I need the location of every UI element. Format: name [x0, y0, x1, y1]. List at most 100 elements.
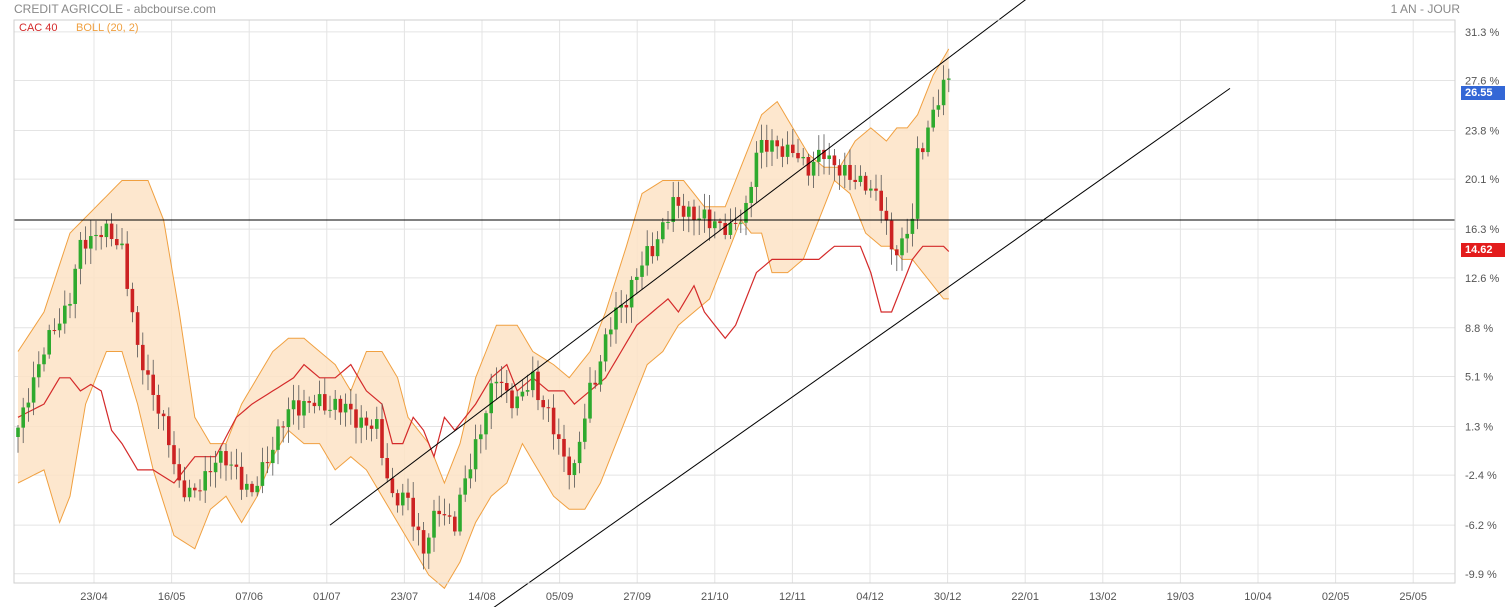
- candle-body: [671, 197, 675, 222]
- candle-body: [765, 139, 769, 152]
- candle-body: [931, 109, 935, 128]
- candle-body: [442, 514, 447, 516]
- candle-body: [68, 303, 72, 306]
- x-tick-label: 12/11: [779, 591, 806, 603]
- candle-body: [770, 140, 774, 152]
- candle-body: [811, 161, 816, 176]
- candle-body: [354, 409, 358, 428]
- candle-body: [775, 140, 779, 147]
- y-tick-label: 16.3 %: [1465, 224, 1499, 236]
- candle-body: [692, 206, 696, 220]
- candle-body: [421, 530, 426, 554]
- cac40-line: [17, 245, 950, 484]
- candle-body: [494, 381, 499, 384]
- candle-body: [141, 344, 145, 371]
- candle-body: [146, 370, 150, 375]
- candle-body: [473, 439, 478, 470]
- bollinger-upper: [17, 48, 950, 485]
- bollinger-band: [17, 48, 950, 590]
- candle-body: [83, 239, 88, 249]
- candle-body: [364, 417, 369, 426]
- candle-body: [947, 78, 951, 80]
- candle-body: [37, 364, 41, 378]
- candle-body: [302, 401, 306, 416]
- candle-body: [702, 209, 707, 219]
- candle-body: [219, 451, 223, 463]
- candle-body: [234, 464, 239, 467]
- candle-body: [130, 288, 135, 313]
- candle-body: [837, 165, 842, 176]
- x-tick-label: 22/01: [1011, 591, 1039, 603]
- last-price-badge: 26.55: [1461, 86, 1505, 101]
- candle-body: [208, 471, 213, 473]
- candle-body: [73, 268, 77, 304]
- candle-body: [458, 494, 462, 532]
- trend-lower-line: [493, 87, 1231, 607]
- axes: 31.3 % 27.6 % 23.8 % 20.1 % 16.3 % 12.6 % 8.8 …: [13, 19, 1499, 603]
- candle-body: [739, 222, 743, 224]
- y-tick-label: -9.9 %: [1465, 569, 1497, 581]
- candle-body: [250, 483, 254, 493]
- candle-body: [874, 188, 878, 191]
- candle-body: [588, 382, 592, 419]
- y-tick-label: 23.8 %: [1465, 125, 1499, 137]
- candle-body: [369, 425, 374, 429]
- candle-body: [869, 188, 873, 191]
- y-tick-label: 1.3 %: [1465, 421, 1493, 433]
- candle-body: [806, 156, 811, 176]
- candle-body: [635, 276, 639, 280]
- candle-body: [281, 426, 285, 428]
- candle-body: [94, 234, 98, 237]
- index-last-badge: 14.62: [1461, 243, 1505, 258]
- candle-body: [468, 469, 473, 479]
- candle-body: [437, 510, 441, 515]
- candle-body: [926, 127, 930, 153]
- candle-body: [375, 419, 379, 429]
- candle-body: [432, 510, 436, 538]
- candle-body: [63, 305, 67, 324]
- x-tick-label: 07/06: [235, 591, 263, 603]
- period-label[interactable]: 1 AN - JOUR: [1390, 2, 1460, 16]
- candle-body: [406, 492, 410, 498]
- candle-body: [182, 480, 187, 498]
- candle-body: [863, 175, 868, 191]
- candle-body: [307, 401, 311, 403]
- candle-body: [941, 79, 946, 106]
- candlesticks: [16, 65, 951, 570]
- candle-body: [401, 492, 405, 506]
- x-tick-label: 30/12: [934, 591, 962, 603]
- candle-body: [484, 413, 488, 435]
- candle-body: [21, 407, 25, 428]
- candle-body: [801, 156, 805, 159]
- legend-cac40: CAC 40: [19, 22, 58, 34]
- candle-body: [416, 526, 421, 531]
- candle-body: [343, 403, 348, 413]
- plot-frame: [13, 19, 1456, 584]
- candle-body: [921, 148, 925, 153]
- candle-body: [905, 233, 909, 239]
- y-tick-label: -6.2 %: [1465, 520, 1497, 532]
- candle-body: [583, 418, 587, 442]
- candle-body: [624, 304, 629, 308]
- candle-body: [536, 371, 540, 401]
- candle-body: [713, 221, 717, 229]
- candle-body: [328, 409, 332, 411]
- candle-body: [89, 236, 93, 249]
- candle-body: [884, 210, 889, 221]
- candle-body: [822, 149, 826, 160]
- candle-body: [915, 148, 920, 219]
- candle-body: [681, 205, 686, 217]
- x-tick-label: 14/08: [468, 591, 496, 603]
- candle-body: [427, 537, 431, 554]
- candle-body: [161, 413, 166, 417]
- candle-body: [614, 307, 618, 330]
- candle-body: [619, 304, 623, 308]
- legend-bollinger: BOLL (20, 2): [76, 22, 139, 34]
- candle-body: [42, 354, 46, 365]
- candle-body: [629, 279, 634, 308]
- candle-body: [104, 223, 109, 238]
- y-tick-label: 8.8 %: [1465, 323, 1493, 335]
- candle-body: [796, 152, 800, 159]
- candle-body: [16, 427, 20, 437]
- candle-body: [546, 407, 551, 409]
